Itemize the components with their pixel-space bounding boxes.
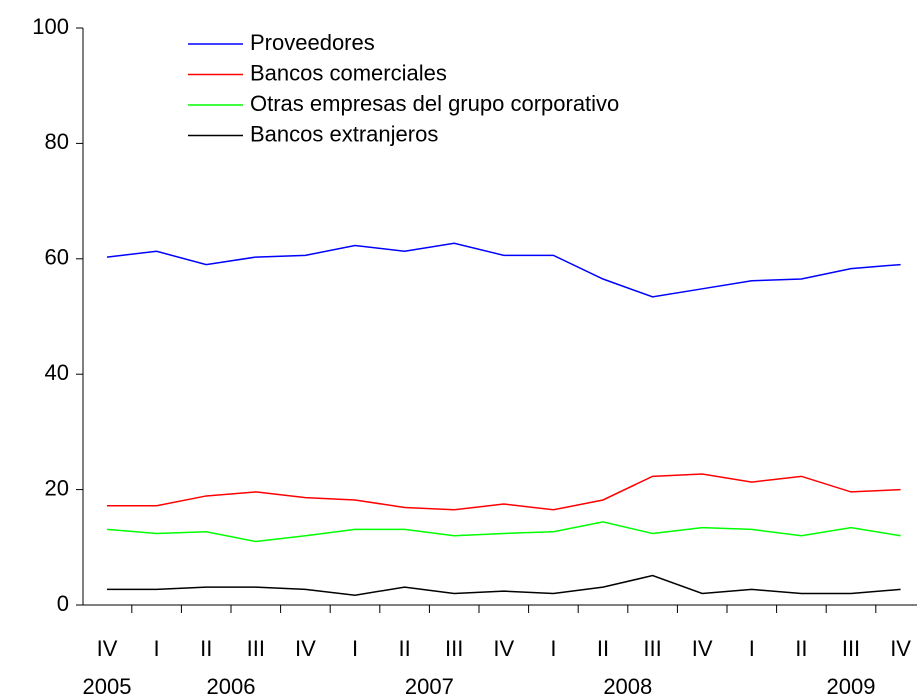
- y-tick-label: 60: [45, 245, 69, 270]
- x-tick-label: II: [795, 636, 807, 661]
- x-tick-label: II: [398, 636, 410, 661]
- x-tick-label: IV: [890, 636, 911, 661]
- x-tick-label: I: [154, 636, 160, 661]
- series-line: [106, 521, 901, 543]
- year-label: 2007: [405, 674, 454, 699]
- x-tick-label: II: [597, 636, 609, 661]
- legend-label: Bancos extranjeros: [250, 121, 438, 146]
- series-line: [106, 242, 901, 298]
- x-tick-label: IV: [692, 636, 713, 661]
- x-tick-label: IV: [493, 636, 514, 661]
- year-label: 2005: [83, 674, 132, 699]
- x-tick-label: I: [550, 636, 556, 661]
- x-tick-label: III: [842, 636, 860, 661]
- x-tick-label: I: [352, 636, 358, 661]
- x-tick-label: IV: [97, 636, 118, 661]
- x-tick-label: II: [200, 636, 212, 661]
- y-tick-label: 100: [32, 14, 69, 39]
- legend-label: Otras empresas del grupo corporativo: [250, 91, 619, 116]
- y-tick-label: 20: [45, 475, 69, 500]
- x-tick-label: III: [247, 636, 265, 661]
- year-label: 2006: [207, 674, 256, 699]
- year-label: 2008: [603, 674, 652, 699]
- x-tick-label: III: [643, 636, 661, 661]
- y-tick-label: 80: [45, 129, 69, 154]
- series-line: [107, 473, 901, 511]
- x-tick-label: I: [749, 636, 755, 661]
- series-line: [107, 574, 901, 596]
- x-tick-label: IV: [295, 636, 316, 661]
- legend-label: Proveedores: [250, 30, 375, 55]
- y-tick-label: 0: [57, 591, 69, 616]
- x-tick-label: III: [445, 636, 463, 661]
- year-label: 2009: [827, 674, 876, 699]
- y-tick-label: 40: [45, 360, 69, 385]
- legend-label: Bancos comerciales: [250, 60, 447, 85]
